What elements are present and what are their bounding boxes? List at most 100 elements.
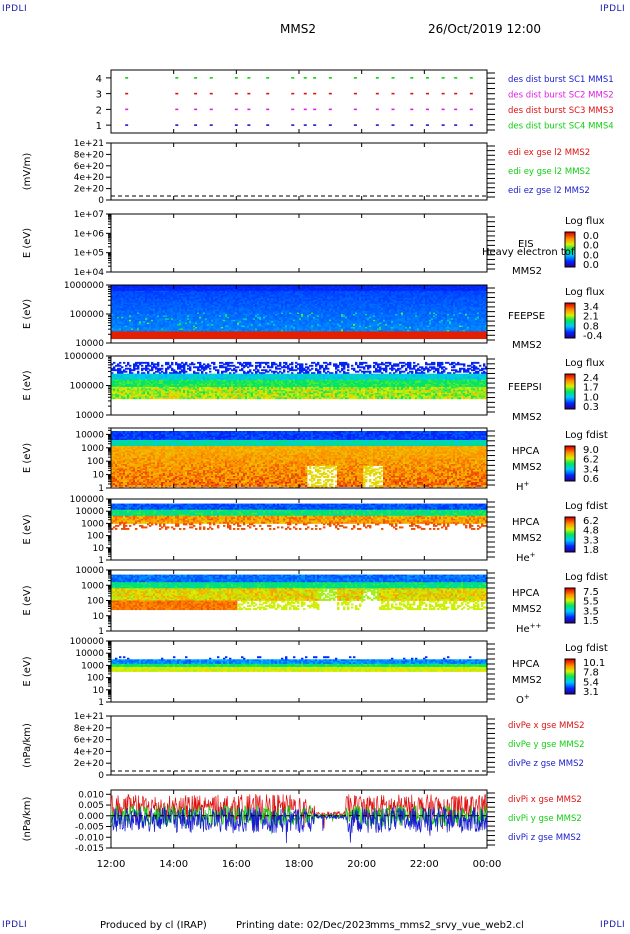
burst-mark	[313, 109, 316, 111]
edi-ytick-label: 2e+20	[74, 185, 105, 195]
burst-mark	[210, 77, 213, 79]
burst-mark	[354, 77, 357, 79]
burst-mark	[194, 93, 197, 95]
burst-mark	[291, 77, 294, 79]
burst-mark	[175, 93, 178, 95]
burst-ytick-label: 3	[96, 90, 102, 101]
burst-mark	[304, 124, 307, 126]
burst-mark	[313, 124, 316, 126]
burst-mark	[354, 109, 357, 111]
panels-canvas: 1234 des dist burst SC1 MMS1des dist burs…	[0, 0, 630, 934]
burst-mark	[329, 109, 332, 111]
burst-mark	[410, 93, 413, 95]
burst-mark	[125, 109, 128, 111]
edi-frame	[111, 143, 487, 200]
eis-frame	[111, 214, 487, 272]
burst-mark	[376, 93, 379, 95]
burst-legend-entry: des dist burst SC2 MMS2	[508, 91, 614, 101]
burst-mark	[266, 124, 269, 126]
burst-mark	[392, 109, 395, 111]
burst-mark	[266, 77, 269, 79]
burst-mark	[454, 77, 457, 79]
divpe-ytick-label: 6e+20	[74, 736, 105, 746]
divpe-ytick-label: 0	[98, 771, 104, 781]
edi-legend-entry: edi ey gse l2 MMS2	[508, 167, 590, 177]
divpe-ytick-label: 4e+20	[74, 747, 105, 757]
burst-mark	[354, 124, 357, 126]
burst-mark	[313, 77, 316, 79]
divpe-legend-entry: divPe x gse MMS2	[508, 721, 585, 731]
burst-mark	[442, 93, 445, 95]
burst-mark	[304, 109, 307, 111]
burst-mark	[454, 124, 457, 126]
burst-legend-entry: des dist burst SC4 MMS4	[508, 122, 614, 132]
burst-mark	[442, 124, 445, 126]
burst-mark	[291, 124, 294, 126]
burst-mark	[329, 124, 332, 126]
burst-mark	[376, 124, 379, 126]
edi-legend-entry: edi ex gse l2 MMS2	[508, 148, 590, 158]
edi-ytick-label: 6e+20	[74, 162, 105, 172]
burst-mark	[125, 93, 128, 95]
burst-mark	[247, 93, 250, 95]
burst-mark	[376, 77, 379, 79]
burst-mark	[426, 77, 429, 79]
divpe-legend-entry: divPe z gse MMS2	[508, 759, 584, 769]
burst-mark	[442, 77, 445, 79]
burst-mark	[454, 93, 457, 95]
burst-mark	[175, 109, 178, 111]
burst-mark	[426, 109, 429, 111]
burst-mark	[304, 77, 307, 79]
burst-mark	[235, 109, 238, 111]
burst-mark	[410, 109, 413, 111]
burst-mark	[247, 124, 250, 126]
burst-mark	[313, 93, 316, 95]
edi-ytick-label: 0	[98, 196, 104, 206]
burst-ytick-label: 2	[96, 105, 102, 116]
divpe-ylabel: (nPa/km)	[22, 723, 33, 768]
burst-mark	[410, 77, 413, 79]
burst-mark	[354, 93, 357, 95]
burst-mark	[194, 77, 197, 79]
eis-ytick-label: 1e+07	[74, 210, 104, 220]
burst-mark	[235, 93, 238, 95]
eis-spacecraft-label: MMS2	[512, 266, 542, 277]
burst-mark	[235, 77, 238, 79]
eis-ytick-label: 1e+06	[74, 229, 105, 239]
edi-ytick-label: 8e+20	[74, 150, 105, 160]
burst-mark	[329, 93, 332, 95]
burst-ytick-label: 1	[96, 121, 102, 132]
burst-mark	[210, 124, 213, 126]
feepse-spectrogram	[111, 285, 487, 339]
divpe-frame	[111, 716, 487, 775]
divpe-ytick-label: 8e+20	[74, 724, 105, 734]
burst-mark	[125, 77, 128, 79]
burst-mark	[210, 93, 213, 95]
burst-mark	[376, 109, 379, 111]
burst-mark	[235, 124, 238, 126]
eis-ylabel: E (eV)	[22, 228, 33, 258]
eis-ytick-label: 1e+05	[74, 249, 104, 259]
burst-mark	[210, 109, 213, 111]
burst-mark	[470, 77, 473, 79]
mms-summary-plot: IPDLI IPDLI IPDLI IPDLI MMS2 26/Oct/2019…	[0, 0, 630, 934]
divpe-ytick-label: 2e+20	[74, 759, 105, 769]
burst-mark	[247, 109, 250, 111]
burst-mark	[125, 124, 128, 126]
edi-legend-entry: edi ez gse l2 MMS2	[508, 186, 590, 196]
eis-overlay-label: Heavy electron tof	[482, 247, 575, 258]
burst-mark	[175, 124, 178, 126]
burst-mark	[175, 77, 178, 79]
burst-mark	[392, 93, 395, 95]
burst-legend-entry: des dist burst SC3 MMS3	[508, 106, 614, 116]
burst-mark	[291, 93, 294, 95]
burst-mark	[247, 77, 250, 79]
eis-cbar-tick-label: 0.0	[583, 260, 599, 271]
burst-mark	[392, 124, 395, 126]
edi-ytick-label: 4e+20	[74, 173, 105, 183]
burst-mark	[454, 109, 457, 111]
burst-mark	[329, 77, 332, 79]
burst-mark	[410, 124, 413, 126]
burst-mark	[194, 124, 197, 126]
burst-mark	[291, 109, 294, 111]
